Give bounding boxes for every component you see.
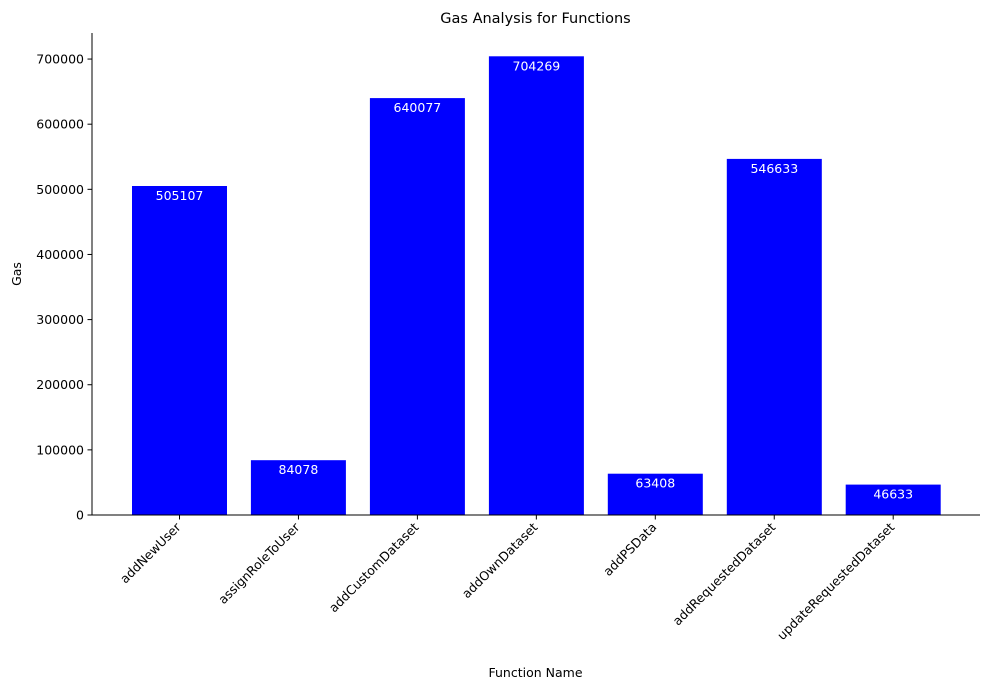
x-tick-label-addRequestedDataset: addRequestedDataset	[670, 519, 779, 628]
y-axis: 0 100000 200000 300000 400000 500000 600000 700…	[36, 33, 93, 523]
y-tick-label: 100000	[36, 442, 84, 457]
x-tick-label-addCustomDataset: addCustomDataset	[326, 519, 422, 615]
x-axis: addNewUser assignRoleToUser addCustomDatas…	[92, 514, 980, 643]
data-label-addOwnDataset: 704269	[513, 58, 561, 73]
bar-addOwnDataset	[488, 56, 584, 516]
y-tick-label: 700000	[36, 52, 84, 67]
bar-updateRequestedDataset	[845, 484, 941, 515]
y-tick-label: 500000	[36, 182, 84, 197]
y-tick-label: 200000	[36, 377, 84, 392]
data-label-assignRoleToUser: 84078	[279, 462, 319, 477]
x-tick-label-addPSData: addPSData	[600, 520, 659, 579]
x-tick-label-assignRoleToUser: assignRoleToUser	[215, 519, 303, 607]
data-label-addCustomDataset: 640077	[394, 100, 442, 115]
bar-assignRoleToUser	[250, 460, 346, 515]
x-tick-label-addNewUser: addNewUser	[117, 519, 184, 586]
data-label-addPSData: 63408	[635, 476, 675, 491]
y-axis-label: Gas	[9, 262, 24, 286]
data-labels-layer: 505107 84078 640077 704269 63408 546633 46633	[156, 58, 913, 501]
x-tick-label-addOwnDataset: addOwnDataset	[459, 519, 541, 601]
y-tick-label: 600000	[36, 117, 84, 132]
bar-addCustomDataset	[369, 98, 465, 515]
y-tick-label: 300000	[36, 312, 84, 327]
data-label-addRequestedDataset: 546633	[750, 161, 798, 176]
chart-title: Gas Analysis for Functions	[440, 11, 630, 27]
bars-layer	[132, 56, 941, 516]
bar-addRequestedDataset	[726, 158, 822, 515]
data-label-updateRequestedDataset: 46633	[873, 487, 913, 502]
y-tick-label: 0	[76, 508, 84, 523]
x-tick-label-updateRequestedDataset: updateRequestedDataset	[774, 519, 897, 642]
data-label-addNewUser: 505107	[156, 188, 204, 203]
y-tick-label: 400000	[36, 247, 84, 262]
bar-addNewUser	[132, 186, 227, 515]
x-axis-label: Function Name	[488, 665, 582, 680]
bar-addPSData	[607, 473, 703, 515]
